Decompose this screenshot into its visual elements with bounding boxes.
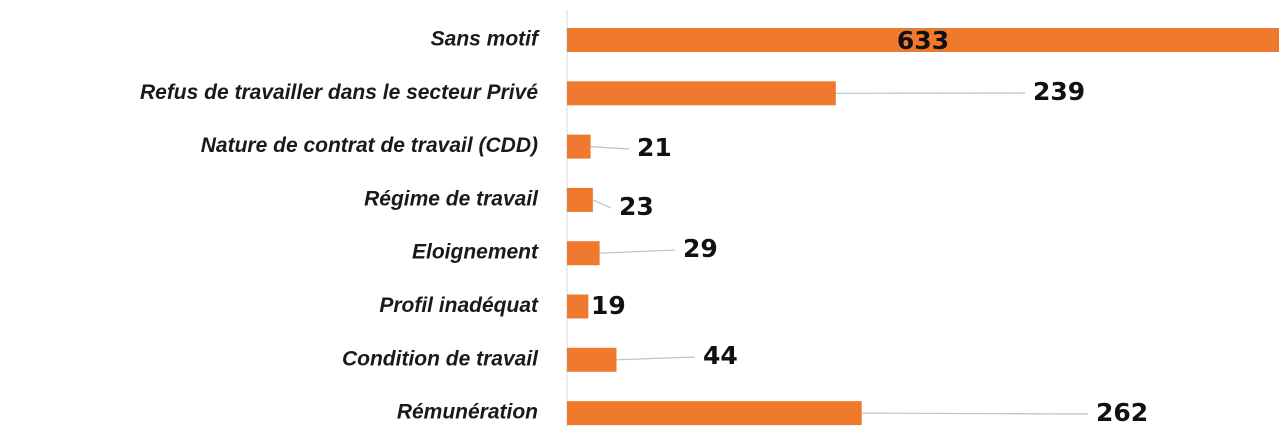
data-label: 44 — [703, 341, 738, 370]
y-tick-label: Profil inadéquat — [379, 294, 539, 317]
y-tick-label: Régime de travail — [364, 187, 539, 210]
y-tick-label: Eloignement — [412, 241, 539, 264]
data-label: 19 — [591, 291, 626, 320]
data-label: 21 — [637, 133, 672, 162]
bar — [567, 294, 589, 319]
y-tick-label: Rémunération — [397, 401, 538, 424]
bar — [567, 134, 591, 159]
y-tick-label: Condition de travail — [342, 347, 539, 370]
y-tick-label: Nature de contrat de travail (CDD) — [201, 134, 538, 157]
leader-line — [590, 146, 630, 150]
leader-line — [616, 356, 696, 361]
bar — [567, 28, 1279, 52]
leader-line — [592, 199, 612, 209]
bar — [567, 347, 617, 372]
leader-line — [599, 249, 676, 254]
leader-line — [861, 412, 1089, 415]
data-label: 239 — [1033, 77, 1085, 106]
bar — [567, 241, 600, 266]
data-label: 633 — [897, 26, 949, 55]
y-tick-label: Sans motif — [431, 28, 540, 51]
bar — [567, 81, 836, 106]
bar — [567, 187, 593, 212]
data-label: 262 — [1096, 398, 1148, 427]
bar — [567, 401, 862, 426]
data-label: 29 — [683, 234, 718, 263]
data-label: 23 — [619, 192, 654, 221]
y-tick-label: Refus de travailler dans le secteur Priv… — [140, 81, 538, 104]
